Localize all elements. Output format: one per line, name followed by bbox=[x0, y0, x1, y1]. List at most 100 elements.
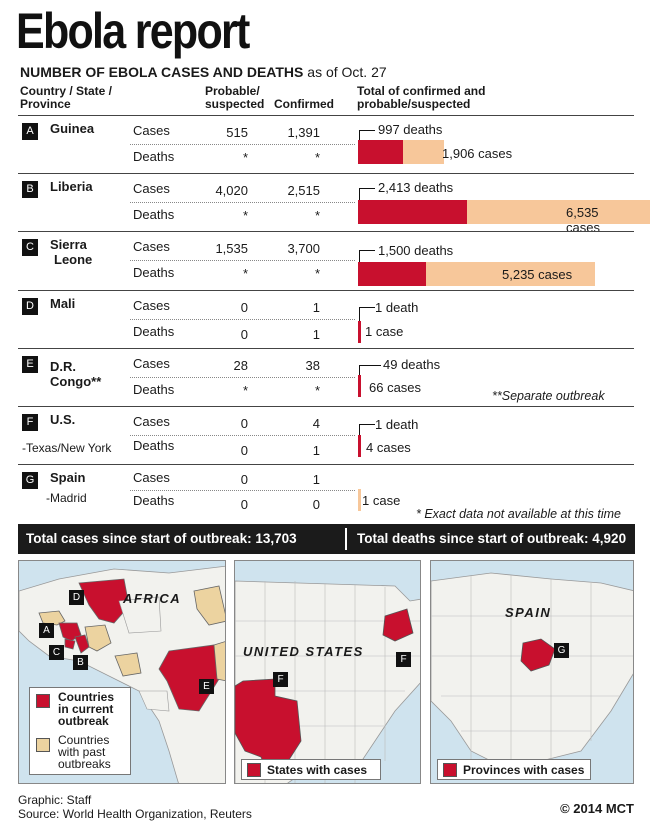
table-row-guinea: A Guinea Cases Deaths 515 1,391 * * 997 … bbox=[18, 115, 634, 173]
deaths-label: Deaths bbox=[133, 265, 175, 280]
deaths-label: Deaths bbox=[133, 324, 175, 339]
legend-past-line2: with past bbox=[58, 745, 106, 759]
legend-current-line1: Countries bbox=[58, 690, 115, 704]
us-label: UNITED STATES bbox=[243, 644, 364, 659]
header-country: Country / State / Province bbox=[20, 85, 112, 111]
subtitle-date: as of Oct. 27 bbox=[303, 64, 387, 80]
header-probable-line1: Probable/ bbox=[205, 84, 260, 98]
country-name: Spain bbox=[50, 470, 86, 485]
us-map-graphic bbox=[235, 580, 420, 783]
row-letter: F bbox=[22, 414, 38, 431]
deaths-probable: * bbox=[242, 150, 248, 165]
us-map: UNITED STATES F F States with cases bbox=[234, 560, 421, 784]
spain-map-graphic bbox=[431, 572, 633, 767]
separate-outbreak-note: **Separate outbreak bbox=[492, 389, 605, 403]
cases-probable: 28 bbox=[233, 358, 248, 373]
country-name: Guinea bbox=[50, 121, 95, 136]
cases-bar-label: 4 cases bbox=[366, 440, 411, 455]
footer-source: Source: World Health Organization, Reute… bbox=[18, 807, 252, 821]
deaths-label: Deaths bbox=[133, 382, 175, 397]
totals-divider bbox=[345, 528, 347, 550]
deaths-confirmed: * bbox=[314, 383, 320, 398]
cases-confirmed: 38 bbox=[305, 358, 320, 373]
deaths-confirmed: * bbox=[314, 150, 320, 165]
deaths-bar bbox=[358, 262, 426, 286]
cases-confirmed: 1 bbox=[312, 472, 320, 487]
cases-bar-label: 1 case bbox=[362, 493, 401, 508]
row-divider bbox=[130, 435, 355, 436]
map-marker-b: B bbox=[73, 655, 88, 670]
country-name-line2: Leone bbox=[54, 252, 93, 267]
cases-probable: 0 bbox=[240, 416, 248, 431]
header-probable: Probable/ suspected bbox=[205, 85, 264, 111]
africa-legend: Countries in current outbreak Countries … bbox=[29, 687, 131, 775]
cases-confirmed: 3,700 bbox=[287, 241, 320, 256]
spain-legend: Provinces with cases bbox=[437, 759, 591, 780]
exact-data-note: * Exact data not available at this time bbox=[416, 507, 621, 521]
cases-confirmed: 4 bbox=[312, 416, 320, 431]
deaths-confirmed: 1 bbox=[312, 327, 320, 342]
header-country-line2: Province bbox=[20, 97, 71, 111]
legend-current-line3: outbreak bbox=[58, 714, 109, 728]
cases-probable: 515 bbox=[226, 125, 248, 140]
deaths-label: Deaths bbox=[133, 493, 175, 508]
row-letter: E bbox=[22, 356, 38, 373]
legend-swatch-states bbox=[247, 763, 261, 777]
deaths-bar bbox=[358, 140, 404, 164]
header-country-line1: Country / State / bbox=[20, 84, 113, 98]
deaths-probable: 0 bbox=[240, 443, 248, 458]
map-marker-f-texas: F bbox=[273, 672, 288, 687]
table-row-mali: D Mali Cases Deaths 0 1 0 1 1 death 1 ca… bbox=[18, 290, 634, 348]
country-name-line1: D.R. bbox=[50, 359, 76, 374]
africa-map: AFRICA D A C B E Countries in current ou… bbox=[18, 560, 226, 784]
total-deaths: Total deaths since start of outbreak: 4,… bbox=[357, 531, 627, 546]
deaths-bar bbox=[358, 321, 361, 343]
footer-credits: Graphic: Staff Source: World Health Orga… bbox=[18, 793, 252, 821]
country-name: Liberia bbox=[50, 179, 93, 194]
spain-map: SPAIN G Provinces with cases bbox=[430, 560, 634, 784]
page-title: Ebola report bbox=[16, 3, 250, 59]
cases-probable: 1,535 bbox=[215, 241, 248, 256]
table-row-spain: G Spain -Madrid Cases Deaths 0 1 0 0 1 c… bbox=[18, 464, 634, 522]
deaths-probable: 0 bbox=[240, 327, 248, 342]
deaths-confirmed: * bbox=[314, 208, 320, 223]
total-cases: Total cases since start of outbreak: 13,… bbox=[26, 531, 297, 546]
map-marker-c: C bbox=[49, 645, 64, 660]
deaths-confirmed: * bbox=[314, 266, 320, 281]
subtitle: NUMBER OF EBOLA CASES AND DEATHS as of O… bbox=[20, 64, 387, 80]
us-legend: States with cases bbox=[241, 759, 381, 780]
africa-map-graphic bbox=[19, 565, 225, 783]
deaths-bar bbox=[358, 375, 361, 397]
deaths-callout: 997 deaths bbox=[378, 122, 443, 137]
subtitle-main: NUMBER OF EBOLA CASES AND DEATHS bbox=[20, 64, 304, 80]
cases-confirmed: 1 bbox=[312, 300, 320, 315]
row-letter: G bbox=[22, 472, 38, 489]
deaths-probable: * bbox=[242, 383, 248, 398]
country-name: Sierra Leone bbox=[50, 237, 92, 267]
copyright: © 2014 MCT bbox=[560, 801, 634, 816]
callout-line bbox=[359, 307, 375, 321]
deaths-callout: 1 death bbox=[375, 300, 419, 315]
footer-graphic: Graphic: Staff bbox=[18, 793, 92, 807]
totals-banner: Total cases since start of outbreak: 13,… bbox=[18, 524, 635, 554]
cases-probable: 0 bbox=[240, 472, 248, 487]
row-divider bbox=[130, 144, 355, 145]
row-divider bbox=[130, 260, 355, 261]
map-marker-f-newyork: F bbox=[396, 652, 411, 667]
row-divider bbox=[130, 319, 355, 320]
cases-probable: 0 bbox=[240, 300, 248, 315]
deaths-probable: * bbox=[242, 208, 248, 223]
callout-line bbox=[359, 188, 375, 200]
cases-bar-label: 1 case bbox=[365, 324, 404, 339]
cases-label: Cases bbox=[133, 123, 170, 138]
deaths-callout: 1 death bbox=[375, 417, 419, 432]
row-letter: D bbox=[22, 298, 38, 315]
country-name-line1: Sierra bbox=[50, 237, 87, 252]
legend-swatch-past bbox=[36, 738, 50, 752]
deaths-label: Deaths bbox=[133, 207, 175, 222]
row-divider bbox=[130, 490, 355, 491]
legend-current-text: Countries in current outbreak bbox=[58, 691, 114, 727]
cases-confirmed: 2,515 bbox=[287, 183, 320, 198]
country-subregion: -Texas/New York bbox=[22, 441, 112, 455]
spain-label: SPAIN bbox=[505, 605, 552, 620]
